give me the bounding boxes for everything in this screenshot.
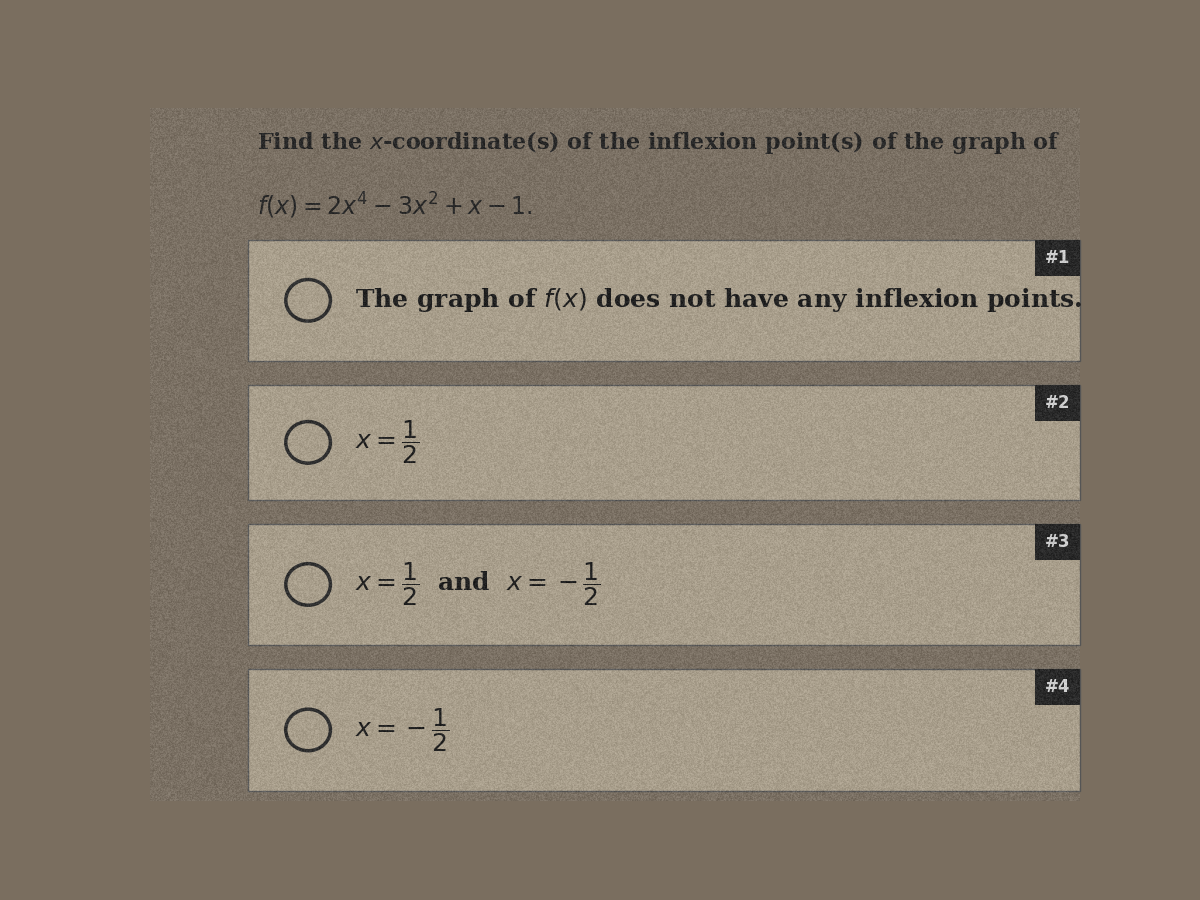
Text: The graph of $f(x)$ does not have any inflexion points.: The graph of $f(x)$ does not have any in…: [355, 286, 1082, 314]
FancyBboxPatch shape: [1036, 524, 1080, 560]
FancyBboxPatch shape: [1036, 385, 1080, 421]
Text: #3: #3: [1045, 533, 1070, 551]
FancyBboxPatch shape: [247, 385, 1080, 500]
Text: #4: #4: [1045, 679, 1070, 697]
FancyBboxPatch shape: [247, 670, 1080, 790]
Text: $x = \dfrac{1}{2}$  and  $x = -\dfrac{1}{2}$: $x = \dfrac{1}{2}$ and $x = -\dfrac{1}{2…: [355, 561, 600, 608]
Text: #1: #1: [1045, 248, 1070, 266]
Text: $x = -\dfrac{1}{2}$: $x = -\dfrac{1}{2}$: [355, 706, 449, 754]
FancyBboxPatch shape: [247, 239, 1080, 361]
Text: $f(x) = 2x^4 - 3x^2 + x - 1.$: $f(x) = 2x^4 - 3x^2 + x - 1.$: [257, 191, 533, 221]
FancyBboxPatch shape: [247, 524, 1080, 645]
Text: $x = \dfrac{1}{2}$: $x = \dfrac{1}{2}$: [355, 418, 419, 466]
Text: Find the $x$-coordinate(s) of the inflexion point(s) of the graph of: Find the $x$-coordinate(s) of the inflex…: [257, 129, 1061, 156]
FancyBboxPatch shape: [1036, 239, 1080, 275]
Text: #2: #2: [1045, 394, 1070, 412]
FancyBboxPatch shape: [1036, 670, 1080, 706]
